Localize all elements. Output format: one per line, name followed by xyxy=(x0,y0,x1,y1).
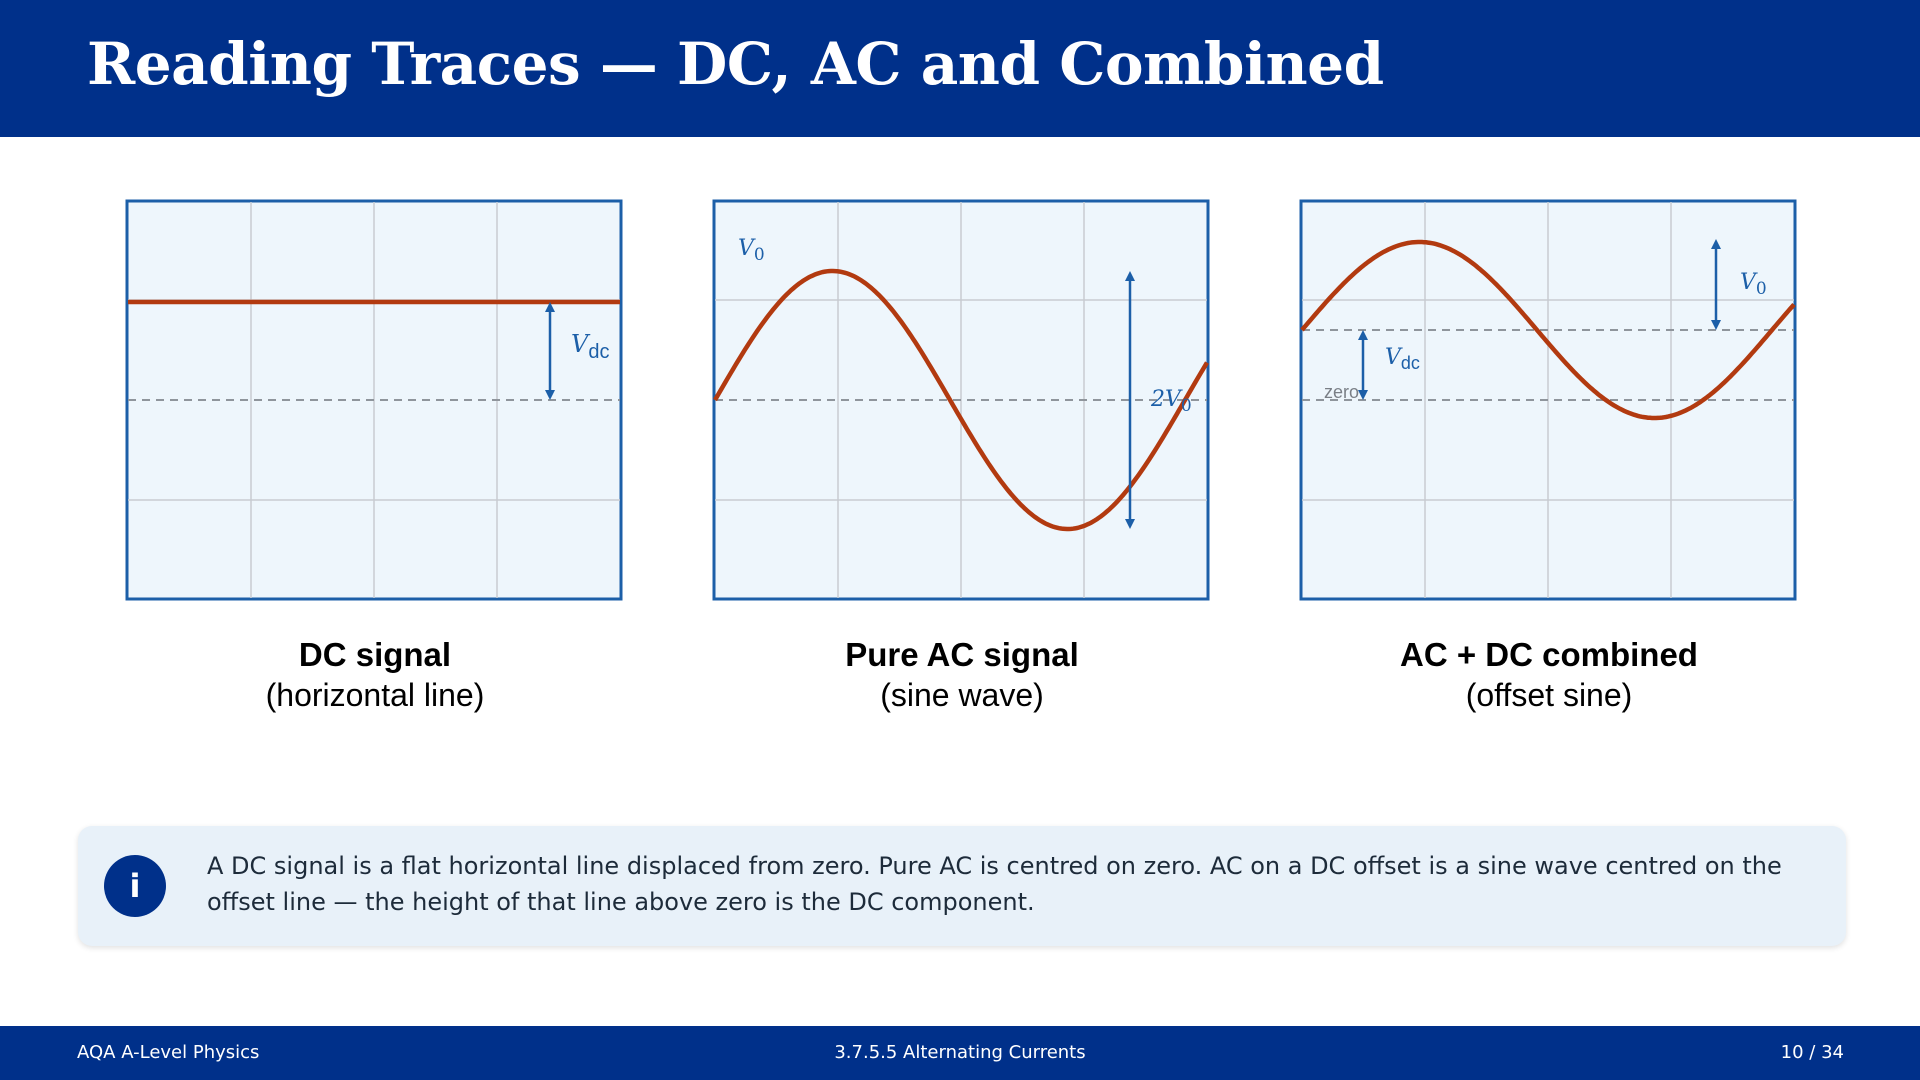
acdc-caption-subtitle: (offset sine) xyxy=(1465,677,1633,713)
ac-trace-diagram: V0 2V0 xyxy=(712,199,1210,601)
acdc-panel: V0 Vdc zero xyxy=(1298,198,1800,608)
vdc-label: Vdc xyxy=(571,330,609,363)
v0-arrow-head-up xyxy=(1711,239,1721,249)
ac-caption: Pure AC signal (sine wave) xyxy=(711,635,1213,715)
dc-caption-subtitle: (horizontal line) xyxy=(265,677,485,713)
zero-label: zero xyxy=(1324,382,1359,402)
footer-page-number: 10 / 34 xyxy=(1780,1042,1844,1063)
vdc-arrow-head-up xyxy=(545,302,555,312)
dc-caption-title: DC signal xyxy=(298,636,452,673)
pp-arrow-head-down xyxy=(1125,519,1135,529)
ac-caption-subtitle: (sine wave) xyxy=(880,677,1044,713)
acdc-caption: AC + DC combined (offset sine) xyxy=(1298,635,1800,715)
v0-label: V0 xyxy=(738,236,765,265)
v0-label: V0 xyxy=(1740,270,1767,299)
dc-trace-diagram: Vdc xyxy=(125,199,623,601)
vdc-label: Vdc xyxy=(1385,345,1420,373)
acdc-trace-diagram: V0 Vdc zero xyxy=(1299,199,1797,601)
footer-section: 3.7.5.5 Alternating Currents xyxy=(834,1042,1086,1063)
header-bar: Reading Traces — DC, AC and Combined xyxy=(0,0,1920,137)
dc-panel: Vdc xyxy=(124,198,626,608)
info-text: A DC signal is a flat horizontal line di… xyxy=(207,852,1782,916)
grid-lines xyxy=(715,202,1207,598)
offset-sine-trace xyxy=(1300,239,1796,421)
v0-arrow-head-down xyxy=(1711,320,1721,330)
footer-bar: AQA A-Level Physics 3.7.5.5 Alternating … xyxy=(0,1026,1920,1080)
dc-caption: DC signal (horizontal line) xyxy=(124,635,626,715)
ac-sine-trace xyxy=(713,268,1209,532)
info-icon: i xyxy=(104,855,166,917)
page-title: Reading Traces — DC, AC and Combined xyxy=(87,30,1384,98)
pp-arrow-head-up xyxy=(1125,271,1135,281)
info-callout: i A DC signal is a flat horizontal line … xyxy=(78,826,1846,946)
vdc-arrow-head-up xyxy=(1358,330,1368,340)
footer-course: AQA A-Level Physics xyxy=(77,1042,260,1063)
ac-panel: V0 2V0 xyxy=(711,198,1213,608)
vdc-arrow-head-down xyxy=(545,390,555,400)
acdc-caption-title: AC + DC combined xyxy=(1400,636,1698,673)
ac-caption-title: Pure AC signal xyxy=(845,636,1079,673)
vdc-arrow-head-down xyxy=(1358,390,1368,400)
pp-label: 2V0 xyxy=(1150,387,1192,416)
